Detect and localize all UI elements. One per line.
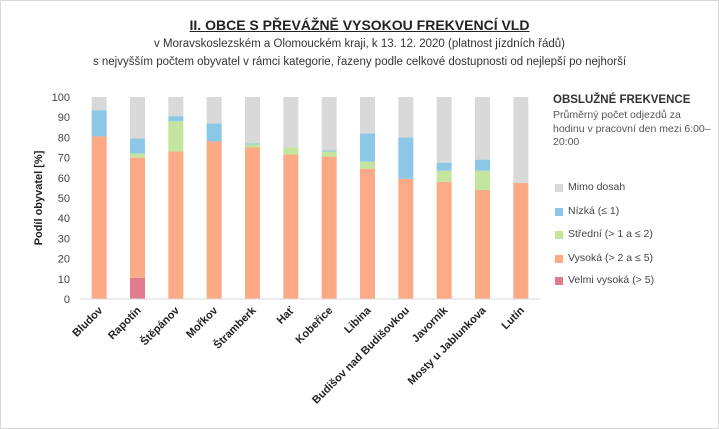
legend-item-label: Nízká (≤ 1) xyxy=(568,205,620,217)
legend-swatch xyxy=(555,277,563,285)
bar-segment xyxy=(91,110,107,137)
bar-segment xyxy=(360,133,375,162)
y-tick-label: 20 xyxy=(58,254,70,266)
bar-segment xyxy=(360,168,375,299)
x-category-label: Štramberk xyxy=(211,303,259,351)
bar-segment xyxy=(398,178,414,299)
legend-swatch xyxy=(555,184,563,192)
bar-segment xyxy=(436,97,452,163)
y-tick-label: 60 xyxy=(58,173,70,185)
bar-segment xyxy=(360,97,375,134)
bar-segment xyxy=(130,97,145,139)
x-category-label: Libina xyxy=(342,304,374,336)
bar-segment xyxy=(168,121,184,152)
bar-segment xyxy=(130,153,145,158)
bar-segment xyxy=(513,182,529,299)
bar-segment xyxy=(321,150,337,152)
bar-segment xyxy=(436,170,452,182)
legend-swatch xyxy=(555,231,563,239)
bar-segment xyxy=(321,97,337,151)
bar-segment xyxy=(513,97,529,183)
y-tick-label: 50 xyxy=(58,193,70,205)
bar-segment xyxy=(398,97,414,138)
bar-segment xyxy=(283,154,299,299)
y-tick-label: 0 xyxy=(64,294,70,306)
bar-segment xyxy=(321,156,337,299)
bar-segment xyxy=(168,97,184,117)
y-tick-label: 90 xyxy=(58,112,70,124)
bar-segment xyxy=(475,97,490,160)
bar-segment xyxy=(475,170,490,190)
x-category-label: Kobeřice xyxy=(294,305,336,347)
bar-segment xyxy=(245,97,260,144)
legend-item-label: Vysoká (> 2 a ≤ 5) xyxy=(568,252,654,264)
legend-note: Průměrný počet odjezdů za hodinu v praco… xyxy=(553,109,711,148)
bar-segment xyxy=(168,151,184,299)
bar-segment xyxy=(360,161,375,169)
legend-item-label: Mimo dosah xyxy=(568,181,626,193)
bar-segment xyxy=(475,159,490,171)
y-tick-label: 100 xyxy=(52,92,70,104)
x-category-label: Mosty u Jablunkova xyxy=(406,304,489,387)
bar-segment xyxy=(91,97,107,111)
x-category-label: Mořkov xyxy=(184,304,221,341)
bar-segment xyxy=(130,157,145,278)
bar-segment xyxy=(245,144,260,148)
x-category-label: Bludov xyxy=(70,304,105,339)
bar-segment xyxy=(245,147,260,299)
bar-segment xyxy=(283,147,299,155)
y-tick-label: 70 xyxy=(58,153,70,165)
bar-segment xyxy=(206,141,222,299)
bar-segment xyxy=(436,181,452,299)
bar-segment xyxy=(130,277,145,299)
chart-subtitle-line2: s nejvyšším počtem obyvatel v rámci kate… xyxy=(92,56,627,68)
legend-swatch xyxy=(555,208,563,216)
bar-segment xyxy=(475,189,490,299)
bar-segment xyxy=(91,136,107,299)
bar-segment xyxy=(130,138,145,154)
x-category-label: Hať xyxy=(275,304,298,327)
bar-segment xyxy=(436,162,452,171)
y-tick-label: 40 xyxy=(58,213,70,225)
bar-segment xyxy=(206,97,222,124)
bar-segment xyxy=(283,97,299,148)
y-tick-label: 80 xyxy=(58,132,70,144)
legend-swatch xyxy=(555,255,563,263)
legend-item-label: Velmi vysoká (> 5) xyxy=(568,274,655,286)
chart-subtitle-line1: v Moravskoslezském a Olomouckém kraji, k… xyxy=(154,38,565,50)
bar-segment xyxy=(245,143,260,145)
y-tick-label: 10 xyxy=(58,274,70,286)
bar-segment xyxy=(168,116,184,122)
chart-title: II. OBCE S PŘEVÁŽNĚ VYSOKOU FREKVENCÍ VL… xyxy=(189,17,530,33)
legend-title: OBSLUŽNÉ FREKVENCE xyxy=(553,94,691,106)
y-axis-label: Podíl obyvatel [%] xyxy=(33,150,45,245)
bar-segment xyxy=(321,151,337,157)
bar-segment xyxy=(398,137,414,179)
x-category-label: Lutín xyxy=(499,304,527,332)
x-category-label: Štěpánov xyxy=(138,303,183,348)
x-category-label: Rapotín xyxy=(106,304,144,342)
legend-item-label: Střední (> 1 a ≤ 2) xyxy=(568,228,653,240)
y-tick-label: 30 xyxy=(58,233,70,245)
bar-segment xyxy=(206,123,222,142)
